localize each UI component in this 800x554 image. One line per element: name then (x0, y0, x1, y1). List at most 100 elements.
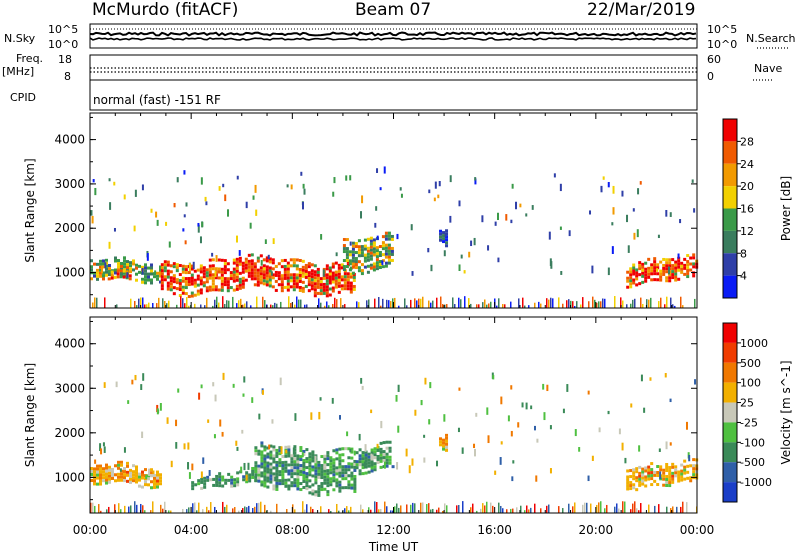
power-ground-scatter (454, 304, 456, 308)
power-echo-cell (301, 280, 305, 284)
power-echo-cell (354, 245, 358, 249)
power-echo-cell (166, 272, 170, 276)
velocity-echo-cell (644, 469, 648, 473)
power-echo-cell (114, 271, 117, 275)
power-echo-cell (656, 272, 660, 276)
velocity-echo-cell (320, 470, 324, 474)
power-ground-scatter (442, 304, 444, 308)
power-echo-cell (319, 286, 323, 290)
velocity-ground-scatter (600, 501, 602, 513)
power-echo-cell (99, 271, 102, 275)
power-ground-scatter (140, 297, 142, 308)
velocity-echo-cell (251, 466, 255, 470)
power-echo-cell (116, 275, 120, 279)
power-ground-scatter (572, 301, 574, 308)
velocity-echo-cell (254, 449, 258, 453)
velocity-scatter-cell (578, 447, 581, 452)
power-echo-cell (342, 238, 346, 242)
power-echo-cell (144, 275, 147, 279)
power-echo-cell (220, 258, 224, 262)
power-echo-cell (110, 270, 114, 274)
power-echo-cell (265, 274, 269, 278)
velocity-ground-scatter (598, 502, 600, 513)
power-echo-cell (363, 253, 367, 257)
velocity-scatter-cell (510, 385, 513, 390)
power-echo-cell (214, 267, 218, 271)
power-scatter-cell (320, 234, 323, 240)
velocity-echo-cell (90, 467, 93, 471)
velocity-echo-cell (302, 452, 306, 456)
velocity-scatter-cell (383, 461, 386, 469)
velocity-echo-cell (296, 454, 300, 458)
velocity-echo-cell (320, 464, 324, 468)
velocity-echo-cell (358, 469, 362, 473)
velocity-ground-scatter (526, 505, 528, 513)
power-scatter-cell (254, 184, 257, 193)
velocity-echo-cell (296, 481, 300, 485)
power-echo-cell (632, 263, 636, 267)
velocity-echo-cell (218, 472, 222, 476)
power-echo-cell (304, 263, 308, 267)
velocity-echo-cell (260, 441, 264, 445)
power-echo-cell (262, 267, 266, 271)
power-ground-scatter (582, 297, 584, 308)
power-ground-scatter (394, 297, 396, 308)
power-echo-cell (253, 268, 257, 272)
power-echo-cell (123, 271, 126, 275)
velocity-ground-scatter (420, 502, 422, 513)
velocity-echo-cell (263, 460, 267, 464)
power-ground-scatter (356, 301, 358, 308)
power-ground-scatter (622, 300, 624, 308)
power-colorbar-label: 4 (740, 270, 747, 283)
velocity-echo-cell (260, 474, 264, 478)
velocity-echo-cell (194, 483, 198, 487)
velocity-echo-cell (370, 451, 374, 455)
velocity-ground-scatter (444, 503, 446, 513)
power-echo-cell (283, 267, 287, 271)
power-echo-cell (310, 275, 314, 279)
power-echo-cell (674, 260, 678, 264)
velocity-echo-cell (332, 479, 336, 483)
power-echo-cell (265, 277, 269, 281)
velocity-ground-scatter (100, 510, 102, 513)
power-scatter-cell (183, 170, 186, 175)
velocity-scatter-cell (207, 419, 210, 423)
power-echo-cell (250, 268, 254, 272)
power-echo-cell (199, 291, 203, 295)
power-echo-cell (677, 262, 681, 266)
power-ground-scatter (162, 298, 164, 308)
power-scatter-cell (197, 224, 200, 233)
power-echo-cell (439, 235, 443, 239)
velocity-echo-cell (332, 467, 336, 471)
velocity-echo-cell (269, 471, 273, 475)
power-echo-cell (229, 277, 233, 281)
power-echo-cell (147, 275, 150, 279)
power-echo-cell (295, 267, 299, 271)
power-echo-cell (366, 252, 370, 256)
velocity-echo-cell (272, 448, 276, 452)
velocity-echo-cell (254, 470, 258, 474)
velocity-echo-cell (284, 481, 288, 485)
power-ground-scatter (518, 298, 520, 308)
velocity-ground-scatter (242, 508, 244, 513)
power-echo-cell (175, 266, 179, 270)
power-echo-cell (322, 276, 326, 280)
velocity-ground-scatter (276, 503, 278, 513)
power-echo-cell (442, 234, 446, 238)
velocity-echo-cell (347, 483, 351, 487)
velocity-echo-cell (230, 475, 234, 479)
power-echo-cell (211, 285, 215, 289)
velocity-ytick-label: 1000 (54, 470, 85, 484)
velocity-scatter-cell (245, 474, 248, 481)
velocity-echo-cell (275, 466, 279, 470)
power-echo-cell (262, 270, 266, 274)
velocity-echo-cell (358, 460, 362, 464)
velocity-ground-scatter (396, 503, 398, 513)
power-echo-cell (226, 262, 230, 266)
velocity-scatter-cell (473, 443, 476, 449)
velocity-scatter-cell (364, 444, 367, 452)
power-echo-cell (445, 238, 449, 242)
velocity-ground-scatter (208, 510, 210, 513)
power-echo-cell (354, 263, 358, 267)
power-ground-scatter (272, 305, 274, 308)
